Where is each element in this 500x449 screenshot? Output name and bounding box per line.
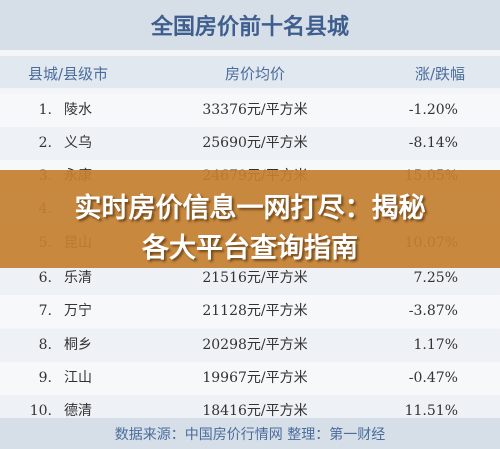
row-background <box>0 94 500 127</box>
city: 桐乡 <box>64 337 92 353</box>
city: 义乌 <box>64 135 92 151</box>
banner-line: 各大平台查询指南 <box>142 233 358 264</box>
change: -1.20% <box>408 102 458 118</box>
city: 乐清 <box>64 270 92 286</box>
price: 21128元/平方米 <box>202 303 308 319</box>
price: 33376元/平方米 <box>202 102 308 118</box>
rank: 1. <box>38 102 52 118</box>
price: 20298元/平方米 <box>202 337 308 353</box>
rank: 2. <box>38 135 52 151</box>
footer-bar <box>0 418 500 449</box>
rank: 10. <box>29 403 52 419</box>
change: 1.17% <box>413 337 458 353</box>
change: -3.87% <box>408 303 458 319</box>
title: 全国房价前十名县城 <box>150 15 349 40</box>
price: 18416元/平方米 <box>202 403 308 419</box>
row-background <box>0 295 500 328</box>
price: 19967元/平方米 <box>202 370 308 386</box>
change: -0.47% <box>408 370 458 386</box>
row-background <box>0 362 500 395</box>
city: 万宁 <box>64 303 92 319</box>
footer: 数据来源：中国房价行情网 整理：第一财经 <box>114 427 386 443</box>
change: 11.51% <box>404 403 458 419</box>
banner <box>0 170 500 268</box>
city: 德清 <box>64 403 92 419</box>
header-cell: 涨/跌幅 <box>414 65 465 83</box>
rank: 7. <box>38 303 52 319</box>
city: 江山 <box>64 370 92 386</box>
rank: 6. <box>38 270 52 286</box>
title-bar <box>0 0 500 50</box>
row-background <box>0 127 500 160</box>
row-background <box>0 329 500 362</box>
rank: 9. <box>38 370 52 386</box>
city: 陵水 <box>64 102 92 118</box>
banner-line: 实时房价信息一网打尽：揭秘 <box>74 193 426 224</box>
price: 21516元/平方米 <box>202 270 308 286</box>
change: 7.25% <box>413 270 458 286</box>
header-cell: 房价均价 <box>224 65 285 83</box>
header-row <box>0 56 500 88</box>
price: 25690元/平方米 <box>202 135 308 151</box>
change: -8.14% <box>408 135 458 151</box>
header-cell: 县城/县级市 <box>28 65 109 83</box>
rank: 8. <box>38 337 52 353</box>
